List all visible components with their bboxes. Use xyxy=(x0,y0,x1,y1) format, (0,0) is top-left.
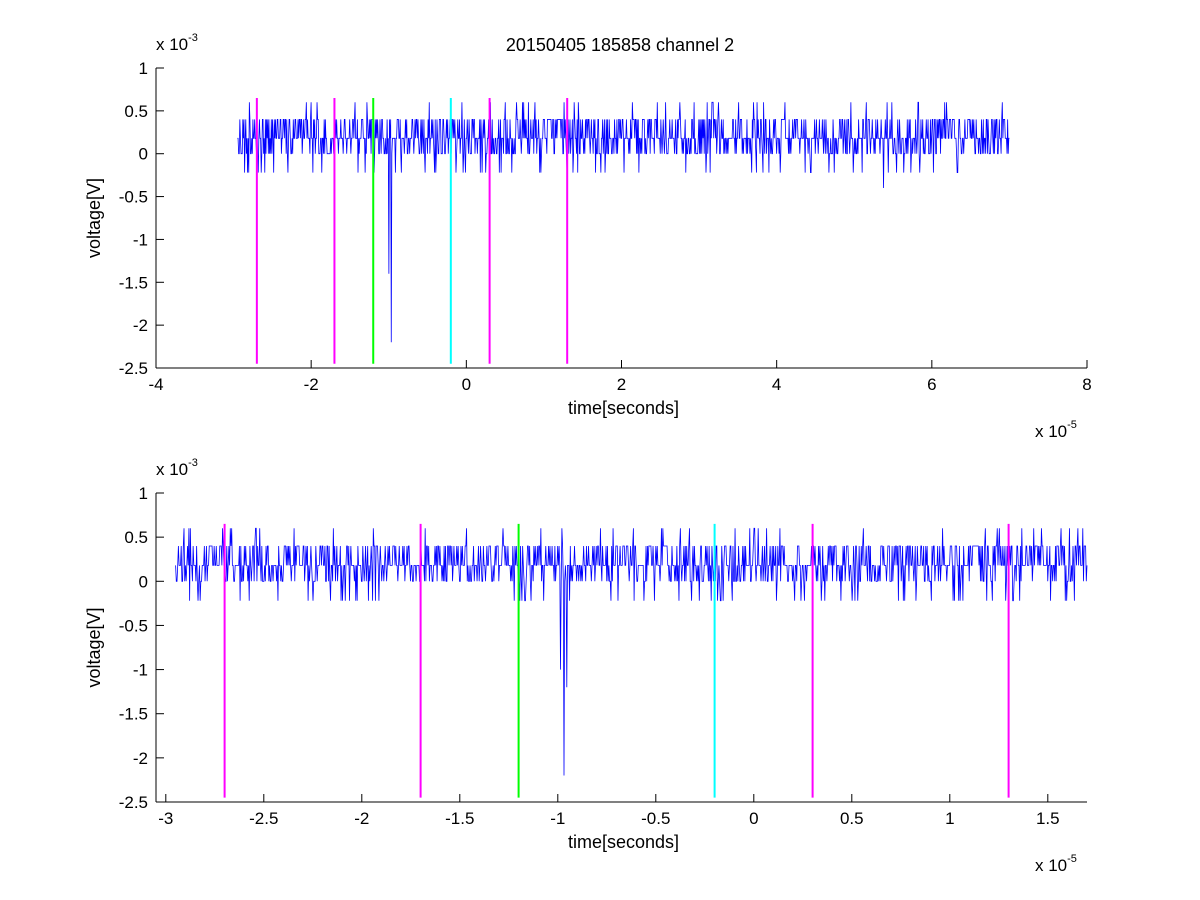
y-tick-label: 0 xyxy=(139,145,148,164)
x-tick-label: -1.5 xyxy=(445,809,474,828)
top-axes: -4 -2 0 2 4 6 8 -2.5 -2 -1.5 -1 -0.5 0 0.5 1 time[secon… xyxy=(84,32,1092,441)
y-tick-label: -1 xyxy=(133,230,148,249)
y-axis-label: voltage[V] xyxy=(84,607,104,687)
signal-series xyxy=(175,527,1088,776)
y-tick-label: 0.5 xyxy=(124,528,148,547)
x-tick-label: -2 xyxy=(354,809,369,828)
figure-title: 20150405 185858 channel 2 xyxy=(506,35,734,55)
y-tick-label: -2.5 xyxy=(119,793,148,812)
y-axis-label: voltage[V] xyxy=(84,178,104,258)
y-tick-label: 1 xyxy=(139,59,148,78)
y-tick-label: -1.5 xyxy=(119,705,148,724)
y-tick-label: 0 xyxy=(139,572,148,591)
y-multiplier-label: x 10-3 xyxy=(156,457,198,479)
x-tick-label: -3 xyxy=(158,809,173,828)
y-tick-label: 0.5 xyxy=(124,102,148,121)
x-tick-label: -1 xyxy=(550,809,565,828)
bottom-axes: -3 -2.5 -2 -1.5 -1 -0.5 0 0.5 1 1.5 -2.5 -2 -1.5 -1 -0… xyxy=(84,457,1088,875)
signal-series xyxy=(237,101,1010,343)
x-tick-label: -2.5 xyxy=(249,809,278,828)
x-tick-label: 2 xyxy=(617,375,626,394)
x-tick-label: 1.5 xyxy=(1036,809,1060,828)
x-axis-label: time[seconds] xyxy=(568,832,679,852)
axis-frame xyxy=(155,493,1087,803)
x-tick-label: 0.5 xyxy=(840,809,864,828)
x-tick-label: -2 xyxy=(304,375,319,394)
y-tick-label: -2 xyxy=(133,316,148,335)
x-tick-label: 0 xyxy=(462,375,471,394)
x-tick-label: 6 xyxy=(927,375,936,394)
axis-frame xyxy=(155,68,1087,369)
x-tick-label: 0 xyxy=(749,809,758,828)
x-tick-label: 8 xyxy=(1082,375,1091,394)
x-axis-label: time[seconds] xyxy=(568,398,679,418)
x-tick-label: -4 xyxy=(148,375,163,394)
x-tick-label: -0.5 xyxy=(641,809,670,828)
y-tick-label: -1 xyxy=(133,661,148,680)
y-tick-label: -0.5 xyxy=(119,188,148,207)
y-multiplier-label: x 10-3 xyxy=(156,32,198,54)
x-multiplier-label: x 10-5 xyxy=(1035,419,1077,441)
x-tick-label: 1 xyxy=(945,809,954,828)
y-tick-label: -2.5 xyxy=(119,359,148,378)
y-tick-label: -2 xyxy=(133,749,148,768)
y-tick-label: 1 xyxy=(139,484,148,503)
y-tick-label: -0.5 xyxy=(119,616,148,635)
x-multiplier-label: x 10-5 xyxy=(1035,853,1077,875)
y-tick-label: -1.5 xyxy=(119,273,148,292)
x-tick-label: 4 xyxy=(772,375,781,394)
